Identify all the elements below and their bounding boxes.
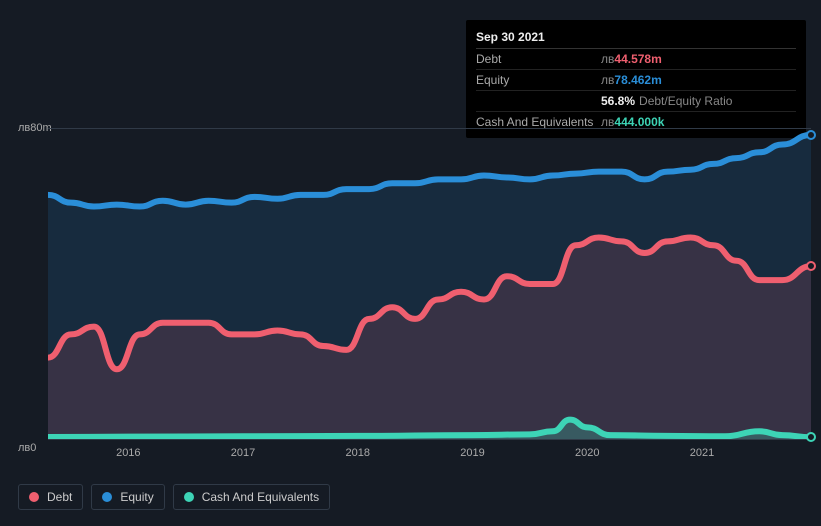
chart: лв80m лв0 201620172018201920202021 [18, 120, 811, 456]
currency-prefix: лв [601, 73, 614, 87]
legend: Debt Equity Cash And Equivalents [18, 484, 330, 510]
x-axis-label: 2020 [575, 447, 599, 459]
tooltip-value: 44.578m [614, 52, 661, 66]
tooltip-row-ratio: 56.8% Debt/Equity Ratio [476, 91, 796, 112]
legend-label: Debt [47, 490, 72, 504]
tooltip-value: 78.462m [614, 73, 661, 87]
legend-label: Equity [120, 490, 153, 504]
y-axis-label-bottom: лв0 [18, 442, 36, 454]
tooltip-suffix: Debt/Equity Ratio [639, 94, 732, 108]
series-end-marker [806, 261, 816, 271]
chart-svg [48, 129, 811, 439]
x-axis-label: 2017 [231, 447, 255, 459]
tooltip-label: Debt [476, 52, 601, 66]
legend-item-equity[interactable]: Equity [91, 484, 164, 510]
legend-dot-icon [29, 492, 39, 502]
legend-dot-icon [102, 492, 112, 502]
tooltip-label [476, 94, 601, 108]
x-axis-label: 2016 [116, 447, 140, 459]
legend-dot-icon [184, 492, 194, 502]
series-end-marker [806, 432, 816, 442]
legend-item-cash[interactable]: Cash And Equivalents [173, 484, 330, 510]
tooltip-row-equity: Equity лв78.462m [476, 70, 796, 91]
tooltip-row-debt: Debt лв44.578m [476, 49, 796, 70]
y-axis-label-top: лв80m [18, 122, 52, 134]
currency-prefix: лв [601, 52, 614, 66]
x-axis-label: 2018 [346, 447, 370, 459]
tooltip-label: Equity [476, 73, 601, 87]
x-axis-label: 2019 [460, 447, 484, 459]
x-axis-label: 2021 [690, 447, 714, 459]
legend-item-debt[interactable]: Debt [18, 484, 83, 510]
legend-label: Cash And Equivalents [202, 490, 319, 504]
tooltip-value: 56.8% [601, 94, 635, 108]
plot-area[interactable]: 201620172018201920202021 [48, 128, 811, 440]
series-end-marker [806, 130, 816, 140]
tooltip-date: Sep 30 2021 [476, 26, 796, 49]
